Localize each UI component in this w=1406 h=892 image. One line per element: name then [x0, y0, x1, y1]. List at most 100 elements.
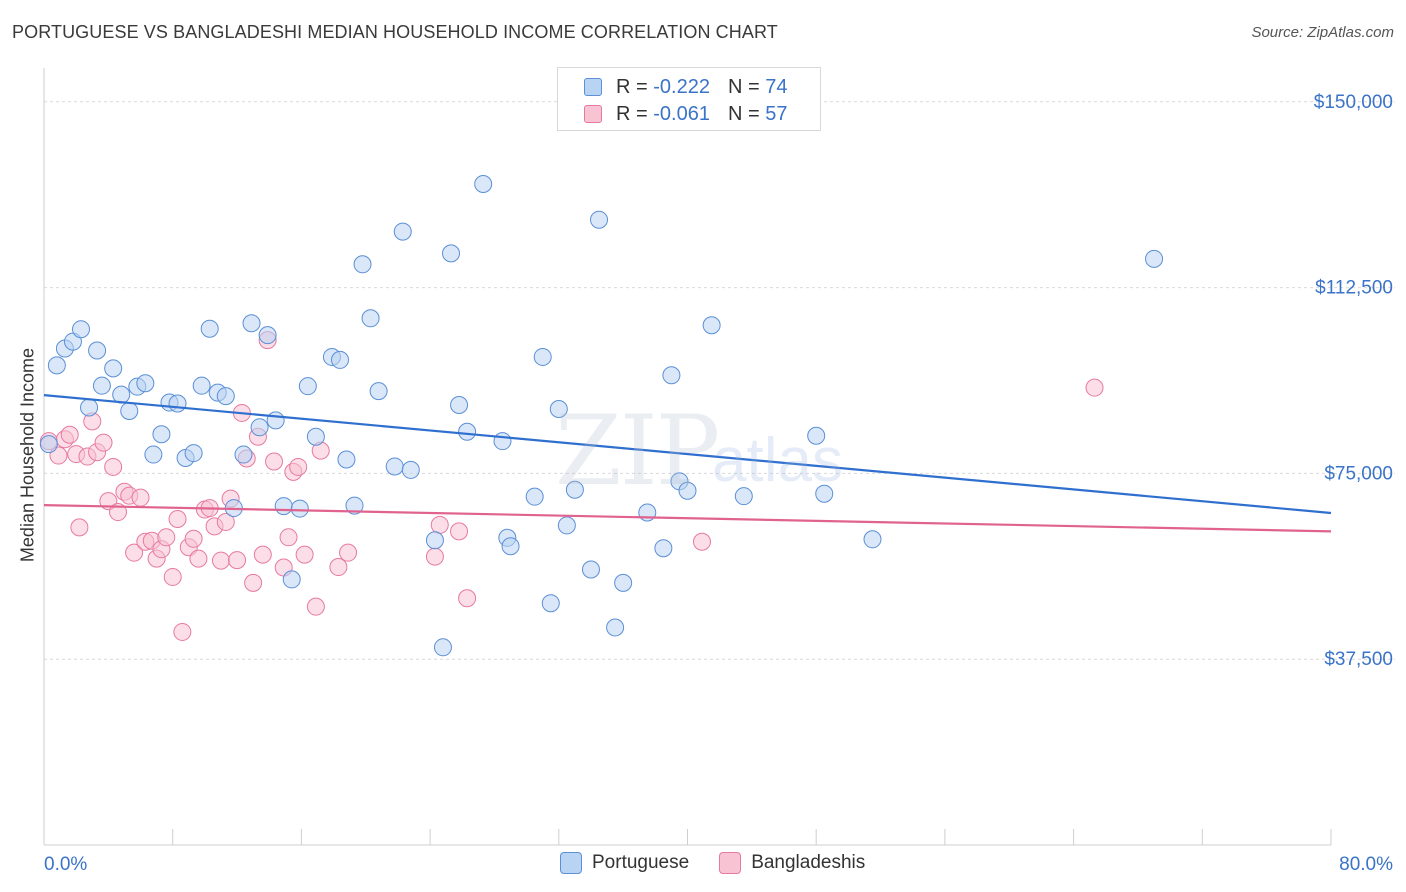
r-value: -0.061 [653, 102, 710, 125]
bangladeshi-swatch [719, 852, 742, 874]
bangladeshi-point [163, 567, 182, 586]
portuguese-point [104, 359, 123, 378]
portuguese-point [654, 539, 673, 558]
n-label: N = [727, 75, 760, 98]
portuguese-point [353, 255, 372, 274]
n-value: 57 [765, 102, 788, 125]
bangladeshi-point [339, 543, 358, 562]
bangladeshi-point [329, 558, 348, 577]
portuguese-point [1145, 249, 1164, 268]
portuguese-point [702, 316, 721, 335]
correlation-legend: R = -0.222 N = 74 R = -0.061 N = 57 [557, 67, 821, 131]
portuguese-swatch [560, 852, 582, 874]
portuguese-point [458, 422, 477, 441]
portuguese-point [581, 560, 600, 579]
bangladeshi-point [189, 549, 208, 568]
portuguese-point [242, 314, 261, 333]
legend-row-portuguese: R = -0.222 N = 74 [584, 74, 787, 100]
portuguese-point [361, 309, 380, 328]
portuguese-point [590, 210, 609, 229]
portuguese-point [369, 382, 388, 401]
legend-item-bangladeshis[interactable]: Bangladeshis [719, 852, 865, 874]
bangladeshi-point [211, 551, 230, 570]
y-tick-label: $75,000 [1324, 463, 1393, 484]
bangladeshi-point [450, 522, 469, 541]
bangladeshi-point [289, 457, 308, 476]
bangladeshi-point [94, 433, 113, 452]
bangladeshi-point [184, 529, 203, 548]
portuguese-point [120, 401, 139, 420]
bangladeshi-point [157, 528, 176, 547]
bangladeshi-point [228, 551, 247, 570]
portuguese-point [450, 396, 469, 415]
portuguese-point [184, 444, 203, 463]
portuguese-point [501, 537, 520, 556]
bangladeshi-point [104, 457, 123, 476]
portuguese-point [337, 450, 356, 469]
legend-row-bangladeshi: R = -0.061 N = 57 [584, 101, 787, 127]
portuguese-point [425, 531, 444, 550]
portuguese-point [144, 445, 163, 464]
portuguese-point [200, 319, 219, 338]
portuguese-point [557, 516, 576, 535]
portuguese-point [565, 480, 584, 499]
bangladeshi-point [458, 589, 477, 608]
portuguese-point [152, 425, 171, 444]
portuguese-point [92, 376, 111, 395]
bangladeshi-swatch [584, 105, 602, 123]
trend-lines [43, 394, 1332, 533]
y-tick-label: $112,500 [1315, 278, 1393, 299]
gridlines [44, 101, 1395, 660]
portuguese-point [266, 411, 285, 430]
portuguese-point [345, 496, 364, 515]
portuguese-point [474, 175, 493, 194]
portuguese-point [393, 222, 412, 241]
portuguese-point [290, 499, 309, 518]
bangladeshi-point [131, 488, 150, 507]
portuguese-point [258, 326, 277, 345]
portuguese-point [541, 594, 560, 613]
portuguese-point [216, 387, 235, 406]
watermark-zip: ZIP [555, 395, 720, 507]
portuguese-point [47, 356, 66, 375]
portuguese-point [614, 573, 633, 592]
watermark-atlas: atlas [712, 426, 843, 495]
portuguese-point [525, 487, 544, 506]
bangladeshi-trend-line [43, 503, 1332, 533]
bangladeshi-point [216, 512, 235, 531]
legend-item-portuguese[interactable]: Portuguese [560, 852, 689, 874]
bangladeshi-point [244, 573, 263, 592]
portuguese-point [807, 426, 826, 445]
r-label: R = [616, 102, 648, 125]
portuguese-point [282, 570, 301, 589]
portuguese-point [234, 445, 253, 464]
portuguese-point [401, 460, 420, 479]
x-tick-labels: 0.0% 80.0% [44, 854, 1393, 875]
axes [43, 68, 1332, 846]
bangladeshi-point [692, 532, 711, 551]
portuguese-point [88, 341, 107, 360]
chart-title: PORTUGUESE VS BANGLADESHI MEDIAN HOUSEHO… [12, 22, 778, 42]
portuguese-point [136, 374, 155, 393]
portuguese-trend-line [43, 394, 1332, 515]
bangladeshi-point [70, 518, 89, 537]
portuguese-point [678, 481, 697, 500]
portuguese-point [606, 618, 625, 637]
bangladeshi-point [173, 622, 192, 641]
portuguese-point [662, 366, 681, 385]
bangladeshi-points [39, 331, 1104, 641]
x-tick-label-max: 80.0% [1339, 854, 1393, 875]
bangladeshi-point [168, 509, 187, 528]
portuguese-point [72, 320, 91, 339]
bangladeshi-point [265, 452, 284, 471]
portuguese-point [734, 487, 753, 506]
n-value: 74 [765, 75, 788, 98]
portuguese-point [274, 497, 293, 516]
series-legend: Portuguese Bangladeshis [560, 852, 895, 874]
portuguese-point [168, 394, 187, 413]
portuguese-point [306, 427, 325, 446]
r-value: -0.222 [653, 75, 710, 98]
x-tick-label-min: 0.0% [44, 854, 87, 875]
portuguese-point [192, 376, 211, 395]
